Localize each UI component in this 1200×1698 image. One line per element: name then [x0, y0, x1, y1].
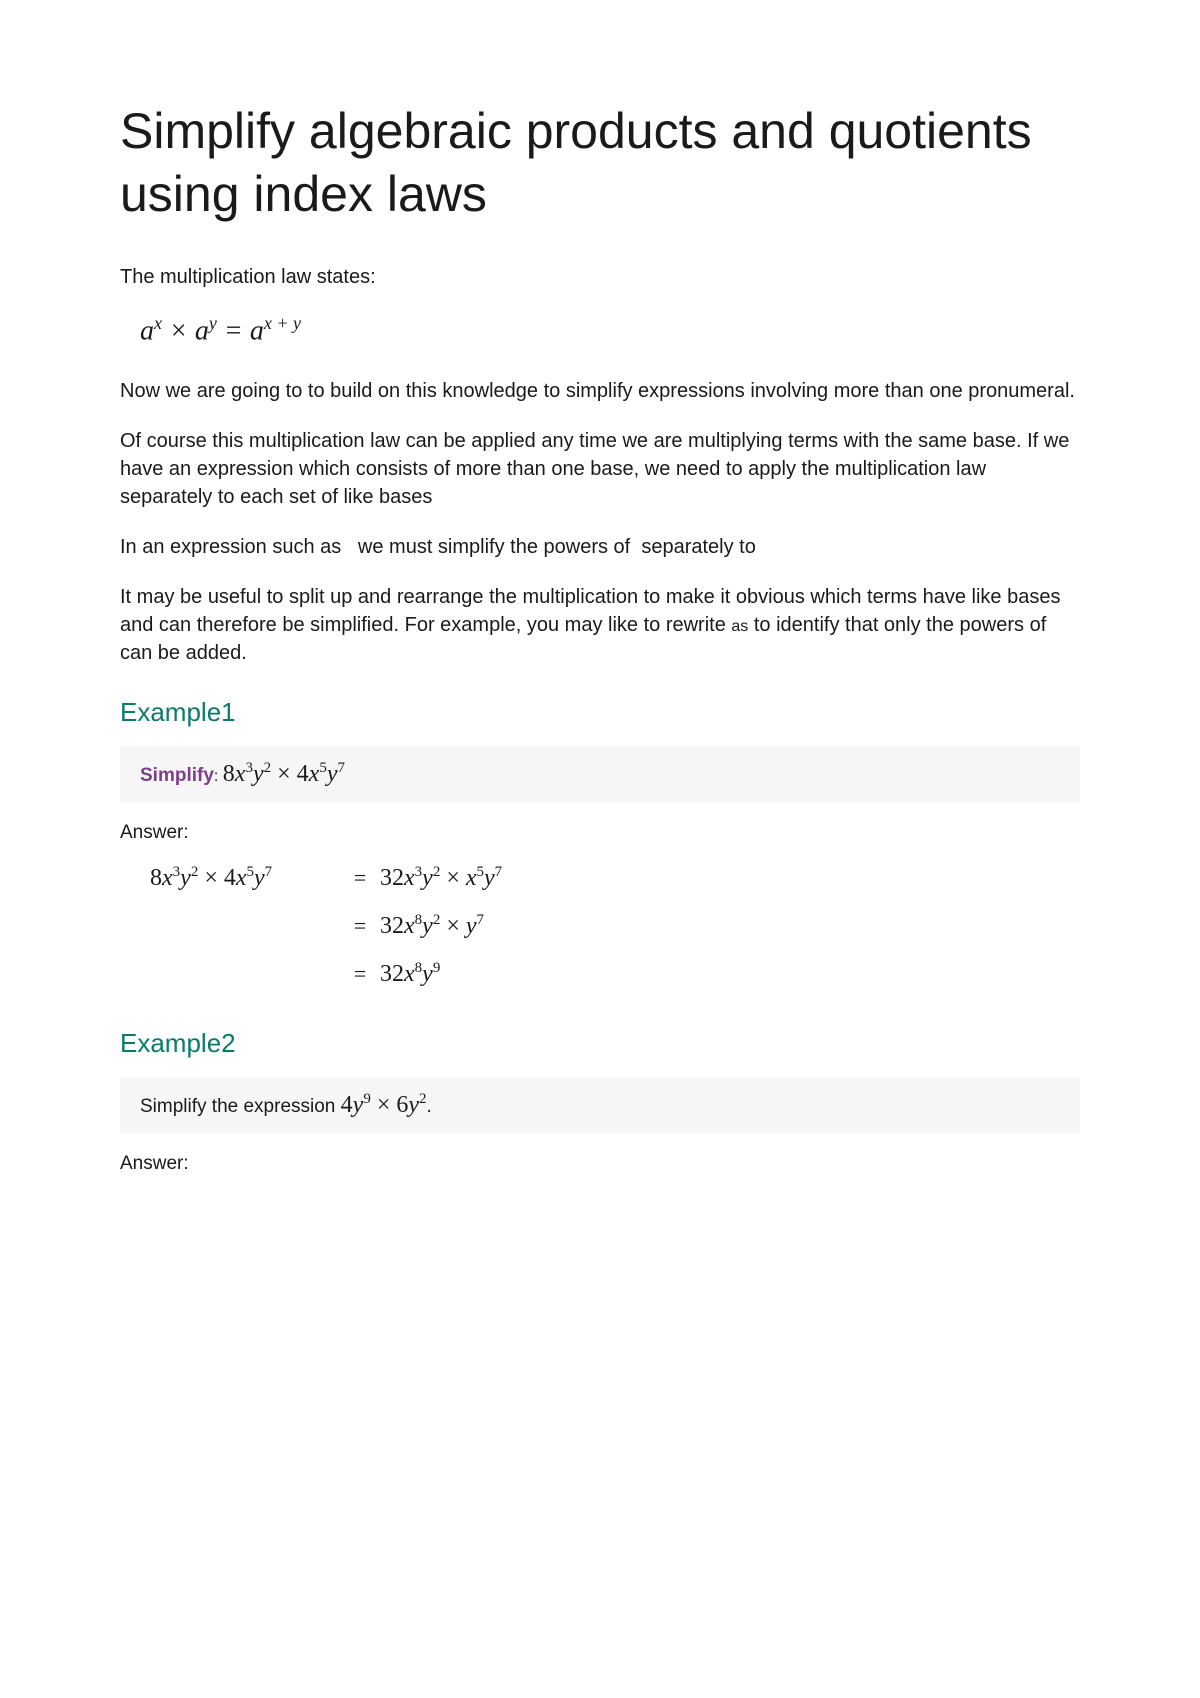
example-1-working: 8x3y2 × 4x5y7 = 32x3y2 × x5y7 = 32x8y2 ×… — [150, 854, 1080, 998]
simplify-label: Simplify — [140, 765, 214, 786]
paragraph-2: Of course this multiplication law can be… — [120, 427, 1080, 511]
example-2-text: Simplify the expression — [140, 1096, 341, 1117]
working-row-1: 8x3y2 × 4x5y7 = 32x3y2 × x5y7 — [150, 854, 1080, 902]
equals-sign: = — [340, 952, 380, 996]
example-2-expression: 4y9 × 6y2 — [341, 1092, 427, 1118]
example-1-heading: Example1 — [120, 697, 1080, 728]
page-title: Simplify algebraic products and quotient… — [120, 100, 1080, 225]
working-right-1: 32x3y2 × x5y7 — [380, 854, 502, 902]
working-row-3: = 32x8y9 — [150, 950, 1080, 998]
working-right-2: 32x8y2 × y7 — [380, 902, 484, 950]
simplify-colon: : — [214, 768, 223, 785]
working-right-3: 32x8y9 — [380, 950, 440, 998]
answer-label-2: Answer: — [120, 1153, 1080, 1175]
example-2-box: Simplify the expression 4y9 × 6y2. — [120, 1077, 1080, 1133]
intro-line: The multiplication law states: — [120, 263, 1080, 291]
example-1-expression: 8x3y2 × 4x5y7 — [223, 761, 345, 787]
answer-label-1: Answer: — [120, 822, 1080, 844]
example-2-period: . — [427, 1096, 432, 1117]
example-1-box: Simplify: 8x3y2 × 4x5y7 — [120, 746, 1080, 802]
paragraph-3: In an expression such as we must simplif… — [120, 533, 1080, 561]
equals-sign: = — [340, 904, 380, 948]
working-row-2: = 32x8y2 × y7 — [150, 902, 1080, 950]
example-2-heading: Example2 — [120, 1028, 1080, 1059]
paragraph-4: It may be useful to split up and rearran… — [120, 583, 1080, 667]
para4-as: as — [731, 618, 748, 635]
equals-sign: = — [340, 856, 380, 900]
paragraph-1: Now we are going to to build on this kno… — [120, 377, 1080, 405]
multiplication-law-formula: ax × ay = ax + y — [140, 313, 1080, 347]
working-left-1: 8x3y2 × 4x5y7 — [150, 854, 340, 902]
